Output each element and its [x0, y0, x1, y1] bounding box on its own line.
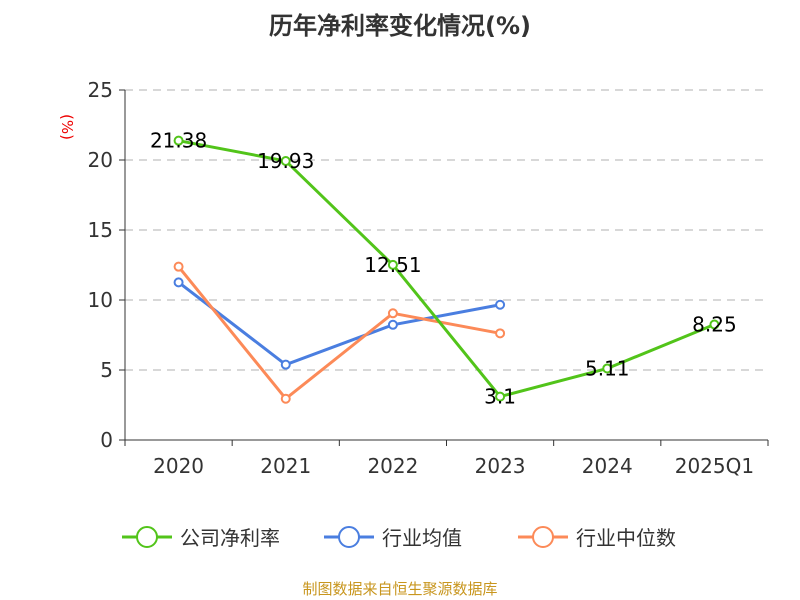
series-line-1	[177, 281, 501, 367]
data-point	[387, 259, 398, 270]
x-tick-label: 2023	[475, 454, 526, 478]
y-tick-label: 25	[88, 78, 113, 102]
legend-label: 行业中位数	[576, 526, 676, 550]
data-point	[495, 299, 506, 310]
y-tick-label: 15	[88, 218, 113, 242]
y-axis-label: (%)	[58, 114, 76, 140]
data-point	[280, 393, 291, 404]
legend-marker	[136, 526, 158, 548]
chart-title: 历年净利率变化情况(%)	[269, 12, 531, 40]
x-tick-label: 2025Q1	[675, 454, 754, 478]
legend-marker	[338, 526, 360, 548]
data-label: 3.1	[484, 385, 516, 409]
data-point	[173, 135, 184, 146]
series-line-0	[178, 139, 715, 399]
x-tick-label: 2022	[367, 454, 418, 478]
data-point	[602, 363, 613, 374]
data-point	[495, 328, 506, 339]
legend-marker	[532, 526, 554, 548]
x-tick-label: 2020	[153, 454, 204, 478]
data-label: 12.51	[364, 253, 421, 277]
data-point	[387, 308, 398, 319]
data-label: 5.11	[585, 356, 630, 380]
series-line-2	[177, 265, 501, 401]
data-point	[173, 277, 184, 288]
data-point	[280, 155, 291, 166]
y-tick-label: 20	[88, 148, 113, 172]
x-tick-label: 2021	[260, 454, 311, 478]
data-point	[709, 319, 720, 330]
data-point	[173, 261, 184, 272]
legend-label: 公司净利率	[180, 526, 280, 550]
data-label: 19.93	[257, 149, 314, 173]
legend-label: 行业均值	[382, 526, 462, 550]
source-note: 制图数据来自恒生聚源数据库	[302, 580, 497, 598]
y-tick-label: 5	[100, 358, 113, 382]
data-label: 8.25	[692, 313, 737, 337]
data-point	[495, 391, 506, 402]
data-label: 21.38	[150, 129, 207, 153]
data-point	[280, 359, 291, 370]
y-tick-label: 10	[88, 288, 113, 312]
data-point	[387, 319, 398, 330]
y-tick-label: 0	[100, 428, 113, 452]
x-tick-label: 2024	[582, 454, 633, 478]
